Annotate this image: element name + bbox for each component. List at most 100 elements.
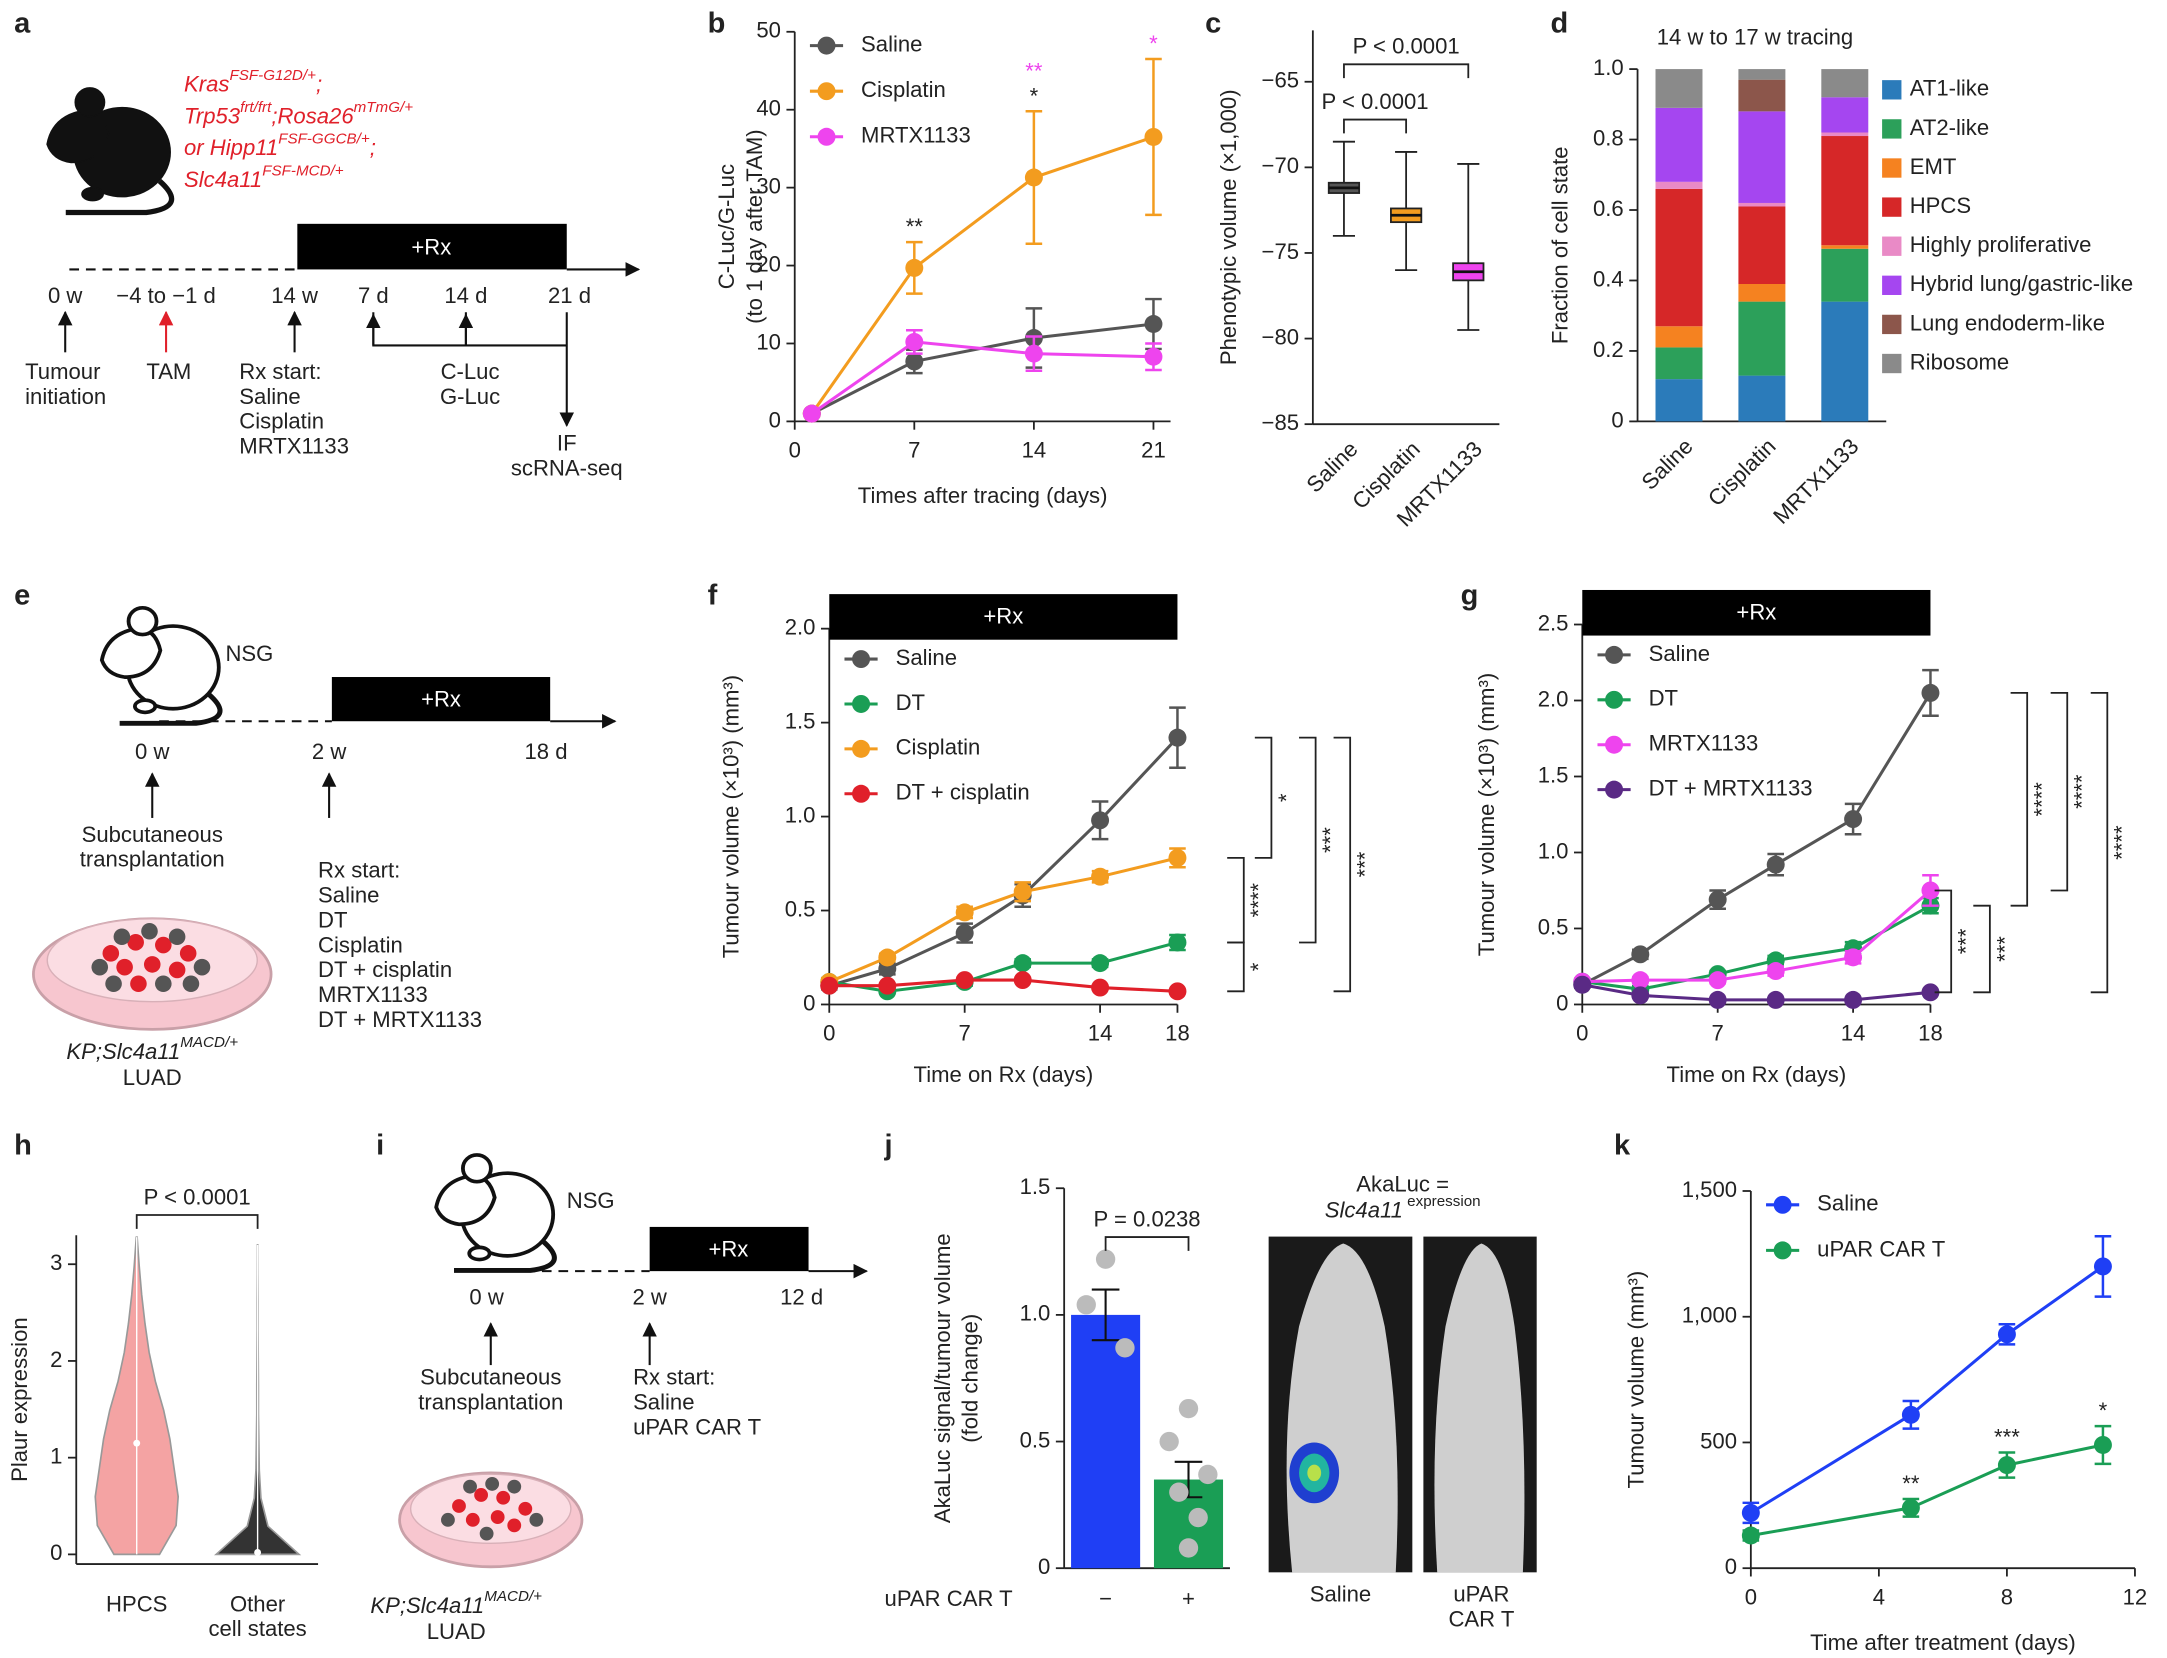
event-label: DT + cisplatin xyxy=(318,957,452,982)
text-part: Trp53 xyxy=(184,103,241,128)
y-tick-label: 2.5 xyxy=(1538,610,1569,635)
series-line xyxy=(810,340,1154,415)
x-tick-label: HPCS xyxy=(106,1591,167,1616)
x-tick-label: Saline xyxy=(1637,434,1698,495)
x-tick-label: 0 xyxy=(1745,1584,1757,1609)
bar-segment xyxy=(1738,301,1786,376)
data-point xyxy=(1844,948,1863,967)
model-label: LUAD xyxy=(123,1065,182,1090)
series-line xyxy=(828,856,1178,984)
x-tick-label: 0 xyxy=(1576,1021,1588,1046)
panel-letter: a xyxy=(14,8,31,40)
data-point xyxy=(2093,1257,2112,1276)
y-axis-label: Phenotypic volume (×1,000) xyxy=(1216,89,1241,365)
data-point xyxy=(1844,810,1863,829)
data-point xyxy=(802,404,821,423)
text-part: LUAD xyxy=(123,1065,182,1090)
significance-label: *** xyxy=(1318,827,1343,853)
x-tick-label: 14 xyxy=(1022,438,1047,463)
rx-bar xyxy=(1582,589,1931,636)
timepoint: 18 d xyxy=(525,739,568,764)
y-tick-label: 0.4 xyxy=(1593,266,1624,291)
data-point xyxy=(1901,1405,1920,1424)
strain-label: NSG xyxy=(225,641,273,666)
series-line xyxy=(811,322,1154,415)
y-tick-label: −85 xyxy=(1262,410,1299,435)
x-tick-label: 7 xyxy=(908,438,920,463)
significance-label: * xyxy=(1030,83,1039,108)
y-tick-label: 0 xyxy=(1556,990,1568,1015)
panel-letter: h xyxy=(14,1129,32,1161)
significance-label: * xyxy=(2099,1398,2108,1423)
data-point xyxy=(1901,1498,1920,1517)
x-tick-label: cell states xyxy=(208,1616,306,1641)
data-point xyxy=(1091,954,1110,973)
y-tick-label: 40 xyxy=(756,96,781,121)
bar-segment xyxy=(1821,132,1869,137)
series-line xyxy=(1582,889,1932,984)
data-point xyxy=(1708,990,1727,1009)
legend-marker xyxy=(817,36,836,55)
significance-label: P < 0.0001 xyxy=(144,1184,251,1209)
timepoint: 21 d xyxy=(548,283,591,308)
y-tick-label: 1.5 xyxy=(1538,762,1569,787)
bar-segment xyxy=(1738,111,1786,203)
data-point xyxy=(1708,890,1727,909)
text-part: mTmG/+ xyxy=(354,99,414,116)
significance-label: *** xyxy=(1992,936,2017,962)
y-tick-label: −75 xyxy=(1262,239,1299,264)
x-tick-label: 14 xyxy=(1088,1021,1113,1046)
data-point xyxy=(1178,1398,1199,1419)
significance-label: * xyxy=(1149,31,1158,56)
strain-label: NSG xyxy=(567,1188,615,1213)
data-point xyxy=(955,903,974,922)
genotype-line: or Hipp11FSF-GGCB/+; xyxy=(184,131,376,160)
x-axis-label: Time after treatment (days) xyxy=(1810,1630,2076,1655)
rx-label: +Rx xyxy=(1736,599,1776,624)
legend-marker xyxy=(817,127,836,146)
y-tick-label: 2 xyxy=(50,1347,62,1372)
legend-label: Cisplatin xyxy=(896,735,981,760)
event-label: Tumour xyxy=(25,359,100,384)
panel-letter: e xyxy=(14,580,30,612)
data-point xyxy=(1921,983,1940,1002)
timepoint: 12 d xyxy=(780,1285,823,1310)
legend-swatch xyxy=(1882,158,1902,178)
event-label: Saline xyxy=(633,1390,694,1415)
y-tick-label: 0.5 xyxy=(1020,1427,1051,1452)
image-label: uPAR xyxy=(1453,1582,1509,1607)
y-axis-label: (fold change) xyxy=(957,1314,982,1443)
panel-letter: f xyxy=(708,580,718,612)
x-tick-label: Other xyxy=(230,1591,285,1616)
bar xyxy=(1071,1314,1141,1569)
x-tick-label: 7 xyxy=(959,1021,971,1046)
x-tick-label: 7 xyxy=(1712,1021,1724,1046)
legend-marker xyxy=(852,694,871,713)
y-axis-label: Plaur expression xyxy=(7,1317,32,1482)
genotype-line: Slc4a11FSF-MCD/+ xyxy=(184,162,344,191)
x-axis-label: Times after tracing (days) xyxy=(858,483,1108,508)
legend-label: HPCS xyxy=(1910,193,1971,218)
y-tick-label: 1 xyxy=(50,1444,62,1469)
significance-label: *** xyxy=(1353,851,1378,877)
y-tick-label: 2.0 xyxy=(1538,686,1569,711)
legend-label: Ribosome xyxy=(1910,349,2009,374)
dish xyxy=(32,917,273,1031)
data-point xyxy=(1741,1503,1760,1522)
significance-bracket xyxy=(1343,63,1470,79)
y-axis-label: Tumour volume (×10³) (mm³) xyxy=(718,675,743,958)
text-part: KP;Slc4a11 xyxy=(370,1593,484,1618)
significance-label: ** xyxy=(1902,1471,1920,1496)
legend-label: AT1-like xyxy=(1910,76,1989,101)
bar-segment xyxy=(1738,69,1786,80)
diagram-e xyxy=(32,608,617,1031)
x-tick-label: 12 xyxy=(2123,1584,2148,1609)
data-point xyxy=(1168,933,1187,952)
series-line xyxy=(829,940,1178,993)
legend-marker xyxy=(1605,645,1624,664)
legend-label: uPAR CAR T xyxy=(1817,1236,1945,1261)
bar-segment xyxy=(1655,326,1703,348)
significance-label: **** xyxy=(2070,774,2095,809)
data-point xyxy=(1013,954,1032,973)
